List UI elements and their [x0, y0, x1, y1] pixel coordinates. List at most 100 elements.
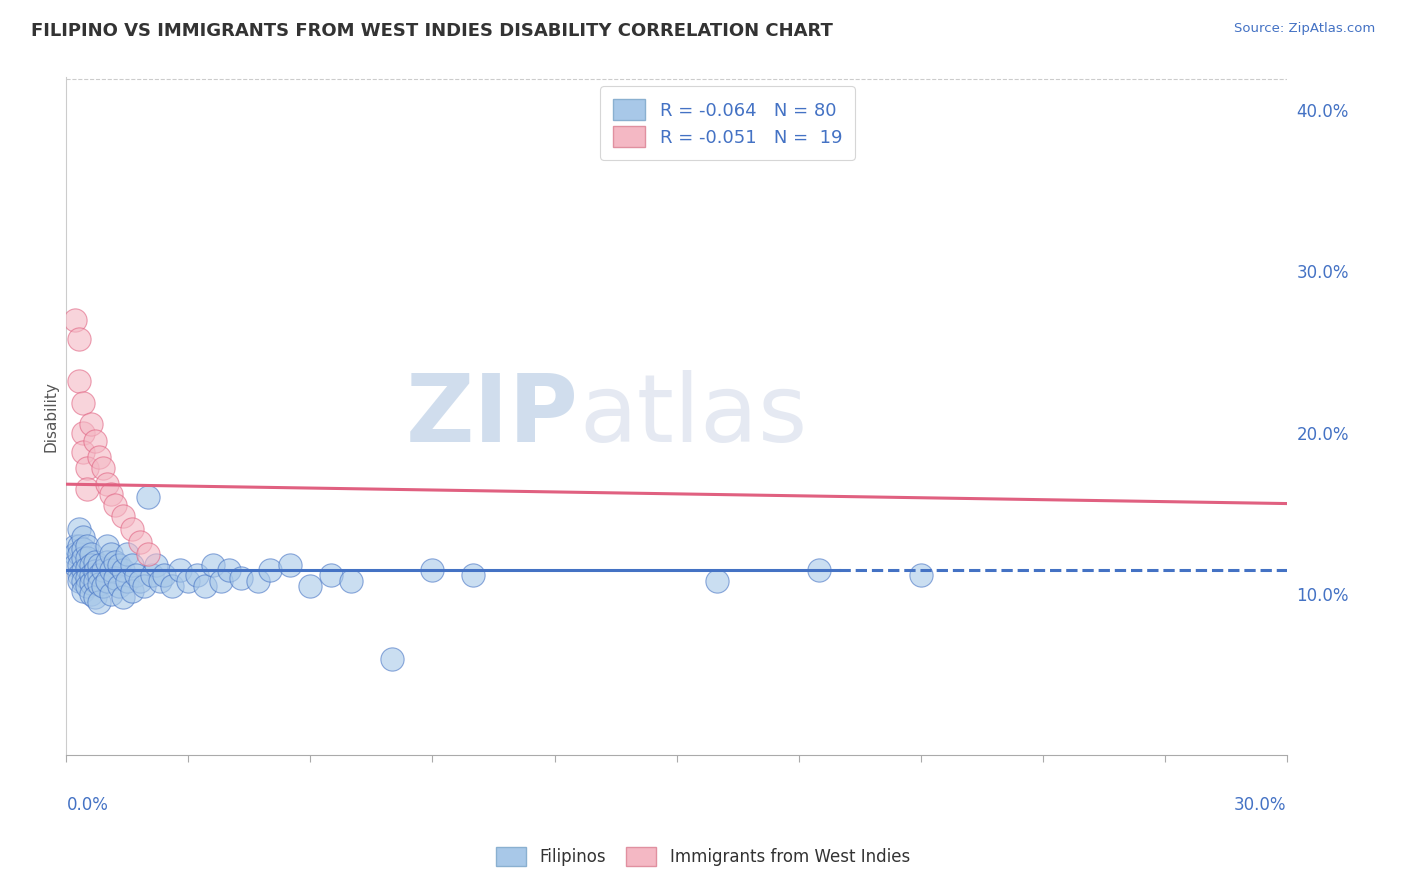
Point	[100, 587, 122, 601]
Point	[80, 558, 103, 572]
Point	[112, 509, 135, 524]
Point	[160, 579, 183, 593]
Point	[84, 434, 107, 448]
Point	[121, 558, 143, 572]
Point	[63, 539, 86, 553]
Point	[104, 555, 127, 569]
Point	[319, 567, 342, 582]
Point	[91, 563, 114, 577]
Point	[80, 547, 103, 561]
Point	[706, 574, 728, 588]
Point	[67, 332, 90, 346]
Point	[80, 575, 103, 590]
Point	[76, 561, 98, 575]
Point	[76, 571, 98, 585]
Point	[67, 522, 90, 536]
Point	[72, 425, 94, 440]
Point	[76, 482, 98, 496]
Point	[136, 490, 159, 504]
Point	[201, 558, 224, 572]
Point	[72, 583, 94, 598]
Point	[209, 574, 232, 588]
Point	[76, 461, 98, 475]
Point	[422, 563, 444, 577]
Point	[63, 547, 86, 561]
Point	[76, 539, 98, 553]
Point	[96, 477, 118, 491]
Point	[76, 579, 98, 593]
Point	[108, 558, 131, 572]
Text: 30.0%: 30.0%	[1234, 796, 1286, 814]
Point	[112, 590, 135, 604]
Point	[100, 547, 122, 561]
Point	[67, 567, 90, 582]
Point	[153, 567, 176, 582]
Point	[67, 374, 90, 388]
Point	[72, 531, 94, 545]
Point	[100, 487, 122, 501]
Point	[910, 567, 932, 582]
Point	[112, 563, 135, 577]
Point	[91, 579, 114, 593]
Point	[278, 558, 301, 572]
Point	[67, 539, 90, 553]
Point	[108, 579, 131, 593]
Legend: Filipinos, Immigrants from West Indies: Filipinos, Immigrants from West Indies	[488, 838, 918, 875]
Y-axis label: Disability: Disability	[44, 381, 58, 452]
Point	[463, 567, 485, 582]
Point	[63, 312, 86, 326]
Point	[96, 539, 118, 553]
Point	[80, 417, 103, 432]
Point	[145, 558, 167, 572]
Point	[807, 563, 830, 577]
Legend: R = -0.064   N = 80, R = -0.051   N =  19: R = -0.064 N = 80, R = -0.051 N = 19	[600, 87, 855, 160]
Point	[381, 651, 404, 665]
Point	[72, 563, 94, 577]
Point	[72, 396, 94, 410]
Point	[128, 574, 150, 588]
Point	[72, 574, 94, 588]
Point	[87, 450, 110, 464]
Point	[149, 574, 172, 588]
Text: atlas: atlas	[579, 370, 807, 462]
Point	[67, 547, 90, 561]
Point	[218, 563, 240, 577]
Point	[67, 574, 90, 588]
Text: ZIP: ZIP	[406, 370, 579, 462]
Point	[91, 461, 114, 475]
Point	[72, 551, 94, 566]
Text: FILIPINO VS IMMIGRANTS FROM WEST INDIES DISABILITY CORRELATION CHART: FILIPINO VS IMMIGRANTS FROM WEST INDIES …	[31, 22, 832, 40]
Point	[80, 567, 103, 582]
Point	[169, 563, 191, 577]
Point	[117, 547, 139, 561]
Point	[84, 574, 107, 588]
Point	[72, 445, 94, 459]
Point	[84, 555, 107, 569]
Point	[104, 571, 127, 585]
Point	[132, 579, 155, 593]
Point	[141, 567, 163, 582]
Point	[87, 558, 110, 572]
Point	[84, 565, 107, 579]
Point	[100, 563, 122, 577]
Text: 0.0%: 0.0%	[66, 796, 108, 814]
Text: Source: ZipAtlas.com: Source: ZipAtlas.com	[1234, 22, 1375, 36]
Point	[340, 574, 363, 588]
Point	[186, 567, 208, 582]
Point	[124, 567, 146, 582]
Point	[121, 583, 143, 598]
Point	[259, 563, 281, 577]
Point	[136, 547, 159, 561]
Point	[72, 541, 94, 556]
Point	[299, 579, 322, 593]
Point	[117, 574, 139, 588]
Point	[87, 567, 110, 582]
Point	[87, 595, 110, 609]
Point	[87, 577, 110, 591]
Point	[246, 574, 269, 588]
Point	[231, 571, 253, 585]
Point	[96, 574, 118, 588]
Point	[63, 558, 86, 572]
Point	[67, 558, 90, 572]
Point	[194, 579, 217, 593]
